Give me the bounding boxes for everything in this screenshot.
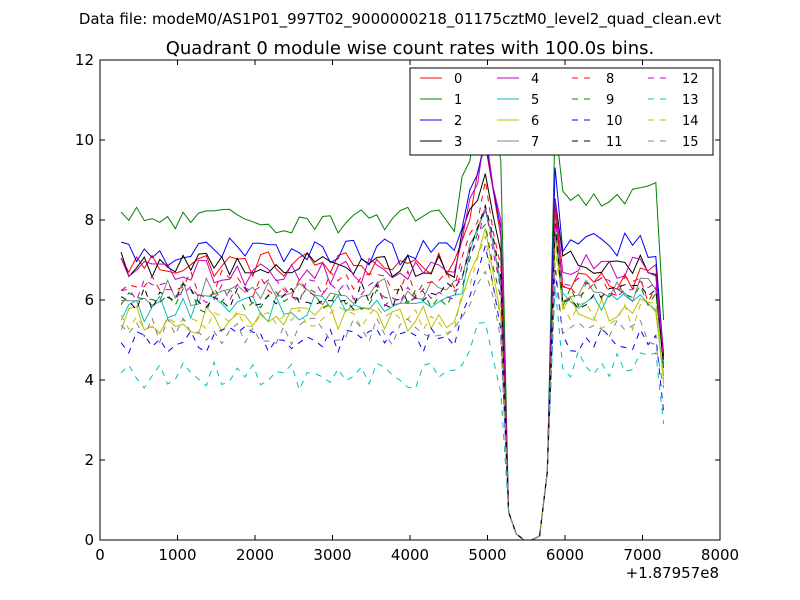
legend-label-0: 0 <box>454 72 462 87</box>
x-tick-label: 0 <box>95 546 105 564</box>
figure-title: Data file: modeM0/AS1P01_997T02_90000002… <box>79 10 721 29</box>
legend-label-5: 5 <box>531 93 539 108</box>
legend-label-14: 14 <box>682 114 699 129</box>
y-tick-label: 8 <box>84 211 94 229</box>
series-line-0 <box>120 144 665 541</box>
ticks-group: 0 1000 2000 3000 4000 5000 6000 7000 80000246810… <box>75 51 739 564</box>
x-tick-label: 3000 <box>313 546 351 564</box>
legend-label-12: 12 <box>682 72 699 87</box>
legend-label-9: 9 <box>606 93 614 108</box>
legend-label-11: 11 <box>606 135 623 150</box>
series-line-14 <box>120 235 665 541</box>
x-offset-label: +1.87957e8 <box>626 564 719 582</box>
x-tick-label: 5000 <box>468 546 506 564</box>
series-line-2 <box>120 137 665 541</box>
series-line-7 <box>121 205 665 541</box>
y-tick-label: 2 <box>84 451 94 469</box>
series-line-3 <box>120 173 665 541</box>
series-line-4 <box>120 130 665 541</box>
series-line-5 <box>120 209 665 541</box>
y-tick-label: 12 <box>75 51 94 69</box>
legend-label-2: 2 <box>454 114 462 129</box>
legend-label-3: 3 <box>454 135 462 150</box>
legend-label-10: 10 <box>606 114 623 129</box>
x-tick-label: 2000 <box>236 546 274 564</box>
legend-label-8: 8 <box>606 72 614 87</box>
x-tick-label: 6000 <box>546 546 584 564</box>
y-tick-label: 10 <box>75 131 94 149</box>
legend-label-4: 4 <box>531 72 539 87</box>
x-tick-label: 8000 <box>701 546 739 564</box>
y-tick-label: 6 <box>84 291 94 309</box>
legend-label-1: 1 <box>454 93 462 108</box>
series-line-15 <box>120 262 665 541</box>
legend-label-13: 13 <box>682 93 699 108</box>
series-line-10 <box>120 245 665 541</box>
series-line-1 <box>120 80 665 541</box>
series-line-13 <box>120 286 665 541</box>
series-line-9 <box>120 223 665 541</box>
legend-label-6: 6 <box>531 114 539 129</box>
y-tick-label: 0 <box>84 531 94 549</box>
series-group <box>120 80 665 541</box>
x-tick-label: 1000 <box>158 546 196 564</box>
series-line-6 <box>120 227 665 541</box>
legend-label-15: 15 <box>682 135 699 150</box>
x-tick-label: 7000 <box>623 546 661 564</box>
x-tick-label: 4000 <box>391 546 429 564</box>
legend-label-7: 7 <box>531 135 539 150</box>
y-tick-label: 4 <box>84 371 94 389</box>
series-line-12 <box>120 206 665 541</box>
plot-area: 0 1000 2000 3000 4000 5000 6000 7000 80000246810… <box>75 51 739 564</box>
chart-title: Quadrant 0 module wise count rates with … <box>166 38 655 59</box>
